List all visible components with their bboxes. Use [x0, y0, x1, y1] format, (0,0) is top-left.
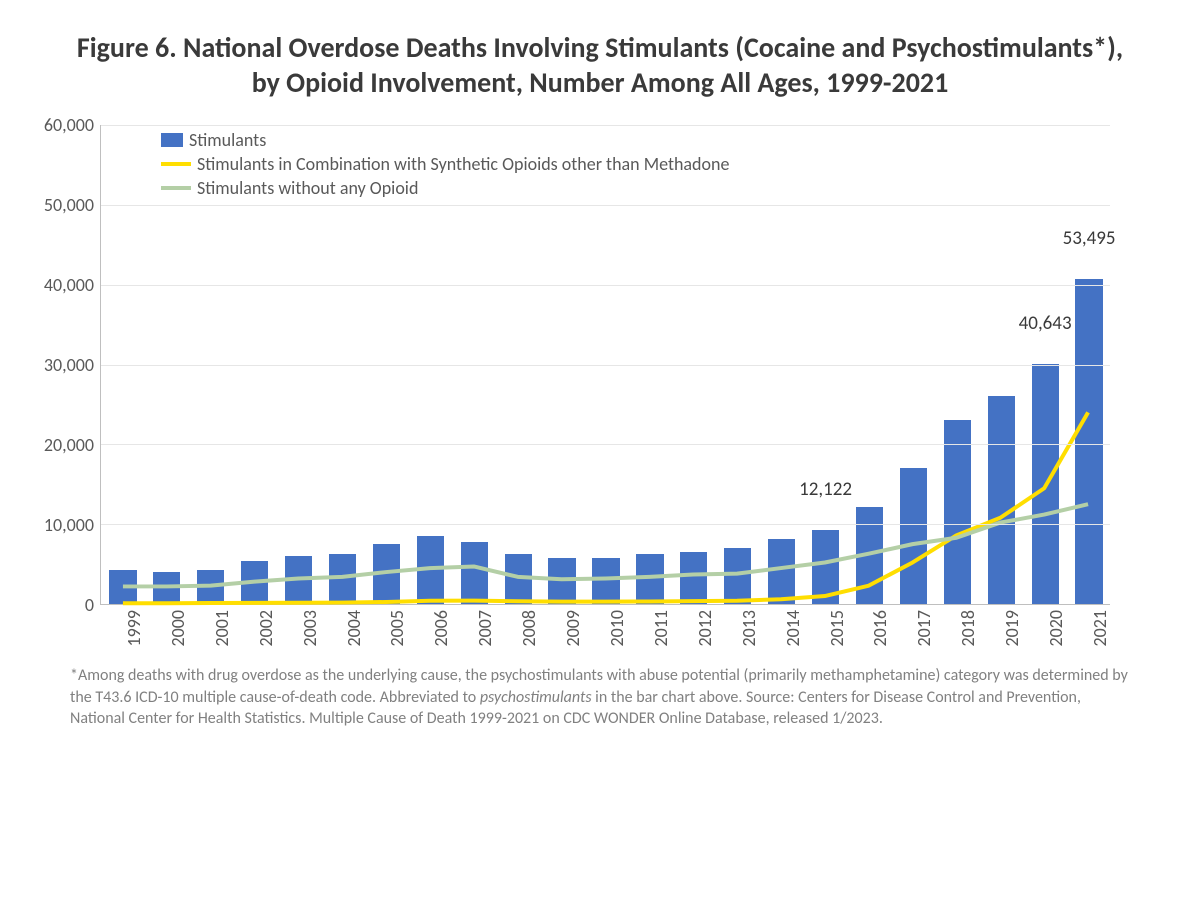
- x-tick-label: 1999: [123, 610, 145, 647]
- legend-swatch-line: [161, 186, 191, 190]
- x-tick-label: 2000: [167, 610, 189, 647]
- y-tick-label: 20,000: [30, 434, 94, 456]
- x-tick-label: 2018: [957, 610, 979, 647]
- footnote-em: psychostimulants: [480, 688, 592, 707]
- x-tick-label: 2006: [430, 610, 452, 647]
- y-axis: 010,00020,00030,00040,00050,00060,000: [30, 125, 100, 605]
- x-tick-label: 2001: [211, 610, 233, 647]
- chart-area: 010,00020,00030,00040,00050,00060,000 St…: [100, 125, 1120, 605]
- x-tick-label: 2020: [1045, 610, 1067, 647]
- x-tick-label: 2009: [562, 610, 584, 647]
- series-line: [123, 412, 1088, 603]
- x-tick-label: 2014: [782, 610, 804, 647]
- legend-item: Stimulants without any Opioid: [161, 177, 729, 199]
- x-tick-label: 2005: [386, 610, 408, 647]
- legend-label: Stimulants: [189, 129, 266, 151]
- gridline: [101, 285, 1110, 286]
- x-tick-label: 2002: [255, 610, 277, 647]
- x-tick-label: 2016: [869, 610, 891, 647]
- y-tick-label: 0: [30, 594, 94, 616]
- y-tick-label: 30,000: [30, 354, 94, 376]
- y-tick-label: 60,000: [30, 114, 94, 136]
- x-tick-label: 2012: [694, 610, 716, 647]
- y-tick-label: 50,000: [30, 194, 94, 216]
- x-tick-label: 2011: [650, 610, 672, 647]
- chart-title: Figure 6. National Overdose Deaths Invol…: [70, 30, 1130, 100]
- y-tick-label: 40,000: [30, 274, 94, 296]
- footnote: *Among deaths with drug overdose as the …: [70, 665, 1130, 730]
- gridline: [101, 205, 1110, 206]
- legend-swatch-box: [161, 133, 183, 146]
- legend-swatch-line: [161, 162, 191, 166]
- x-tick-label: 2004: [343, 610, 365, 647]
- plot-area: StimulantsStimulants in Combination with…: [100, 125, 1110, 605]
- legend-item: Stimulants in Combination with Synthetic…: [161, 153, 729, 175]
- x-tick-label: 2013: [738, 610, 760, 647]
- gridline: [101, 125, 1110, 126]
- gridline: [101, 365, 1110, 366]
- y-tick-label: 10,000: [30, 514, 94, 536]
- legend-item: Stimulants: [161, 129, 729, 151]
- x-tick-label: 2007: [474, 610, 496, 647]
- x-tick-label: 2021: [1089, 610, 1111, 647]
- gridline: [101, 444, 1110, 445]
- x-tick-label: 2017: [913, 610, 935, 647]
- gridline: [101, 524, 1110, 525]
- x-tick-label: 2008: [518, 610, 540, 647]
- x-tick-label: 2019: [1001, 610, 1023, 647]
- legend-label: Stimulants without any Opioid: [197, 177, 418, 199]
- x-tick-label: 2010: [606, 610, 628, 647]
- x-tick-label: 2015: [826, 610, 848, 647]
- legend-label: Stimulants in Combination with Synthetic…: [197, 153, 729, 175]
- x-tick-label: 2003: [299, 610, 321, 647]
- legend: StimulantsStimulants in Combination with…: [161, 129, 729, 201]
